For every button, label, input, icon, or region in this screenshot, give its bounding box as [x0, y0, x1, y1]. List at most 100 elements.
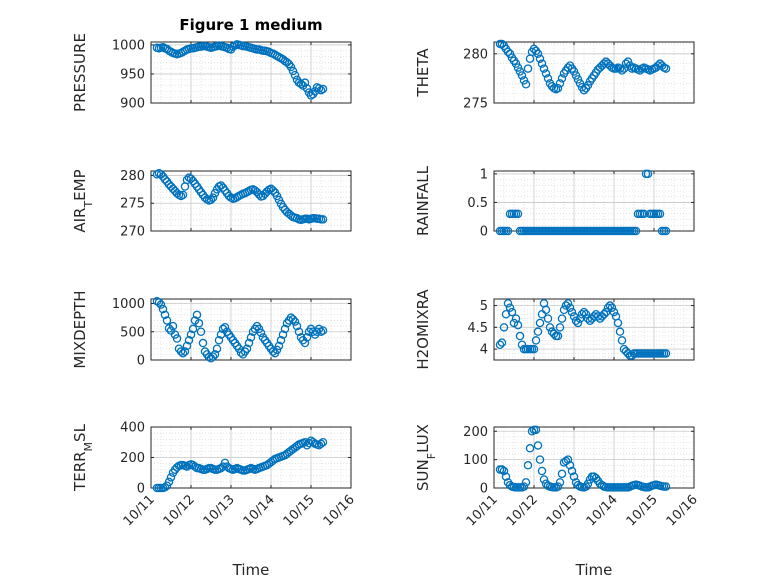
y-tick-label: 5 [480, 299, 488, 314]
data-point [565, 461, 575, 470]
data-point [206, 195, 216, 205]
data-point [563, 299, 573, 308]
y-axis-label: AIRTEMP [71, 169, 95, 232]
data-point [214, 335, 224, 345]
data-point [599, 309, 609, 319]
y-tick-label: 1000 [112, 297, 145, 312]
data-point [192, 310, 202, 320]
data-point [180, 347, 190, 356]
data-point [288, 315, 298, 324]
data-point [557, 74, 567, 83]
data-point [188, 324, 198, 334]
data-point [615, 327, 625, 336]
data-point [557, 314, 567, 323]
subplot-mixdepth: 0 500 1000 MIXDEPTH [71, 290, 352, 369]
data-point [178, 348, 188, 358]
data-point [533, 49, 543, 59]
data-point [601, 307, 611, 317]
data-point [661, 226, 671, 236]
data-point [495, 340, 505, 349]
data-point [220, 322, 230, 332]
data-point [661, 64, 671, 73]
data-point [246, 333, 256, 342]
data-point [302, 84, 312, 93]
data-point [565, 303, 575, 312]
data-point [216, 463, 226, 473]
y-axis-label: MIXDEPTH [71, 290, 89, 368]
y-tick-label: 1 [480, 167, 488, 182]
data-point [607, 303, 617, 312]
data-point [318, 215, 328, 224]
y-tick-label: 275 [463, 97, 488, 112]
data-point [194, 319, 204, 328]
data-point [154, 298, 164, 307]
y-tick-label: 200 [463, 425, 488, 440]
data-point [162, 316, 172, 325]
data-point [535, 455, 545, 464]
subplot-h2omixra: 4 4.5 5 H2OMIXRA [414, 289, 695, 370]
axes-box [493, 426, 695, 489]
data-point [643, 169, 653, 179]
data-point [523, 461, 533, 470]
data-point [314, 84, 324, 93]
y-tick-label: 0 [480, 225, 488, 240]
data-point [557, 469, 567, 479]
y-axis-label: SUNFLUX [414, 424, 438, 491]
y-tick-label: 275 [120, 197, 145, 212]
data-point [212, 344, 222, 353]
data-point [296, 79, 306, 89]
y-tick-label: 280 [463, 47, 488, 62]
data-point [631, 226, 641, 236]
data-point [497, 338, 507, 347]
data-point [529, 344, 539, 354]
data-point [575, 314, 585, 323]
y-tick-label: 0 [137, 354, 145, 369]
data-point [535, 318, 545, 328]
data-point [318, 326, 328, 335]
y-tick-label: 0 [480, 482, 488, 497]
data-point [164, 477, 174, 487]
axes-box [150, 41, 352, 104]
data-point [300, 78, 310, 87]
y-tick-label: 950 [120, 67, 145, 82]
data-point [198, 338, 208, 348]
data-point [242, 344, 252, 353]
data-point [521, 80, 531, 89]
data-point [172, 334, 182, 343]
data-point [577, 309, 587, 319]
data-point [236, 348, 246, 357]
data-point [503, 47, 513, 57]
data-point [182, 175, 192, 185]
data-point [653, 61, 663, 70]
data-point [300, 338, 310, 348]
subplot-theta: 275 280 THETA [414, 39, 695, 112]
data-point [513, 209, 523, 219]
data-point [286, 62, 296, 72]
y-axis-label: RAINFALL [414, 165, 432, 236]
data-point [288, 66, 298, 76]
data-point [292, 321, 302, 331]
data-point [268, 347, 278, 356]
y-axis-label: H2OMIXRA [414, 289, 432, 370]
data-point [609, 307, 619, 317]
x-axis-label-right: Time [575, 561, 613, 579]
data-point [208, 352, 218, 361]
data-point [178, 190, 188, 200]
data-point [276, 335, 286, 345]
y-tick-label: 4 [480, 343, 488, 358]
data-point [603, 303, 613, 312]
data-point [160, 482, 170, 492]
data-point [617, 66, 627, 75]
data-point [168, 321, 178, 331]
y-tick-label: 0 [137, 482, 145, 497]
data-point [318, 84, 328, 94]
data-point [176, 347, 186, 356]
data-point [579, 307, 589, 317]
data-point [615, 64, 625, 73]
data-point [583, 479, 593, 488]
axes-box [150, 170, 352, 232]
axes-box [150, 298, 352, 361]
data-point [497, 465, 507, 474]
data-point [563, 455, 573, 464]
